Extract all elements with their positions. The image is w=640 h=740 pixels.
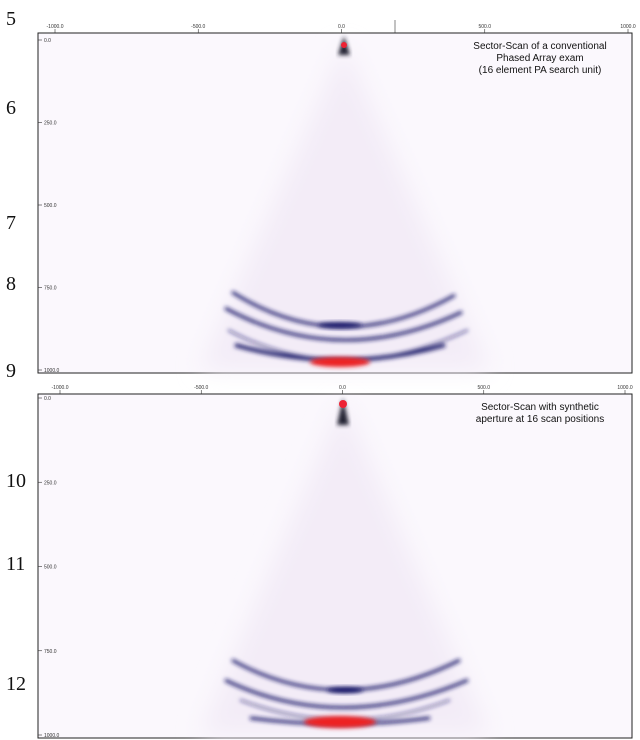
x-tick-label: 500.0 bbox=[478, 24, 491, 30]
x-tick-label: -500.0 bbox=[191, 24, 205, 30]
x-tick-label: -1000.0 bbox=[47, 24, 64, 30]
panel-2-image bbox=[38, 394, 632, 738]
y-tick-label: 500.0 bbox=[44, 565, 57, 571]
margin-number: 5 bbox=[6, 8, 16, 30]
y-tick-label: 500.0 bbox=[44, 203, 57, 209]
caption: Sector-Scan with synthetic bbox=[481, 402, 599, 413]
y-tick-label: 1000.0 bbox=[44, 733, 60, 739]
y-tick-label: 250.0 bbox=[44, 480, 57, 486]
caption: aperture at 16 scan positions bbox=[476, 414, 604, 425]
x-tick-label: -1000.0 bbox=[52, 385, 69, 391]
y-tick-label: 1000.0 bbox=[44, 368, 60, 374]
x-tick-label: 0.0 bbox=[339, 385, 346, 391]
caption: (16 element PA search unit) bbox=[479, 65, 602, 76]
y-tick-label: 750.0 bbox=[44, 286, 57, 292]
margin-number: 6 bbox=[6, 97, 16, 119]
y-tick-label: 0.0 bbox=[44, 396, 51, 402]
margin-number: 11 bbox=[6, 553, 25, 575]
y-tick-label: 750.0 bbox=[44, 649, 57, 655]
margin-number: 8 bbox=[6, 273, 16, 295]
caption: Sector-Scan of a conventional bbox=[473, 41, 606, 52]
caption: Phased Array exam bbox=[496, 53, 583, 64]
margin-number: 12 bbox=[6, 673, 26, 695]
y-tick-label: 0.0 bbox=[44, 38, 51, 44]
x-tick-label: 1000.0 bbox=[620, 24, 636, 30]
x-tick-label: 1000.0 bbox=[617, 385, 633, 391]
y-tick-label: 250.0 bbox=[44, 121, 57, 127]
x-tick-label: 500.0 bbox=[477, 385, 490, 391]
figure: 5 6 7 8 9 10 11 12 -1000.0 -500.0 0.0 500.0 1000.0 0.… bbox=[0, 0, 640, 740]
x-tick-label: 0.0 bbox=[338, 24, 345, 30]
margin-number: 10 bbox=[6, 470, 26, 492]
margin-number: 9 bbox=[6, 360, 16, 382]
margin-number: 7 bbox=[6, 212, 16, 234]
x-tick-label: -500.0 bbox=[194, 385, 208, 391]
